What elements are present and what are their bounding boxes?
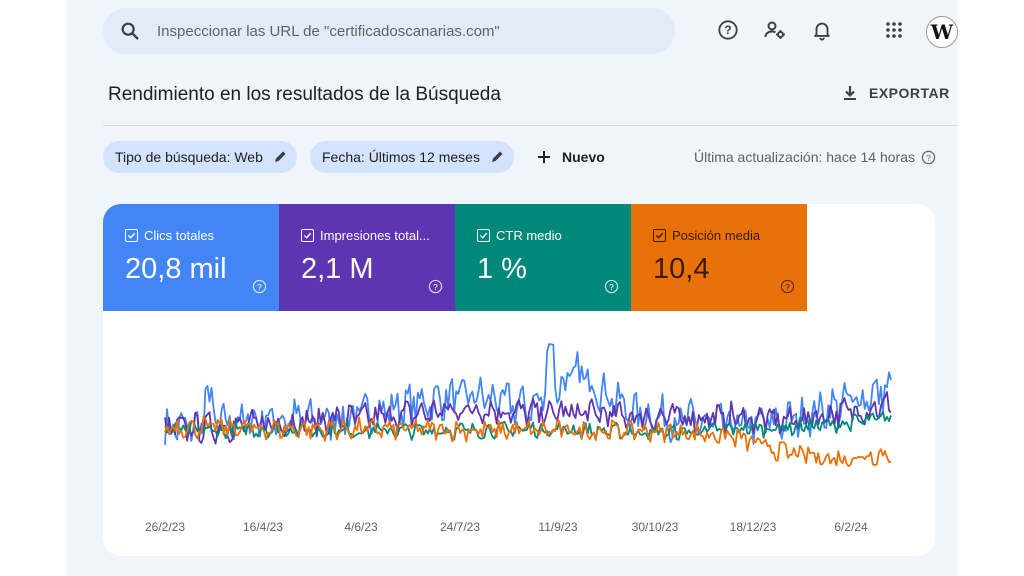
metric-label-text: Clics totales xyxy=(144,228,215,243)
manage-users-icon[interactable] xyxy=(763,18,787,42)
date-filter-label: Fecha: Últimos 12 meses xyxy=(322,149,480,165)
edit-icon xyxy=(491,151,503,162)
plus-icon xyxy=(538,151,550,163)
last-update-text: Última actualización: hace 14 horas xyxy=(694,149,916,165)
metric-value: 1 % xyxy=(477,253,527,285)
new-filter-button[interactable]: Nuevo xyxy=(536,141,605,173)
performance-chart: 26/2/23 16/4/23 4/6/23 24/7/23 11/9/23 30/10/… xyxy=(145,343,892,534)
apps-grid-icon[interactable] xyxy=(882,18,906,42)
metric-label: Clics totales xyxy=(125,228,279,243)
edit-icon xyxy=(274,151,286,162)
metric-value: 10,4 xyxy=(653,253,710,285)
url-inspection-search[interactable]: Inspeccionar las URL de "certificadoscan… xyxy=(103,8,675,54)
series-line-ctr-medio xyxy=(164,410,892,441)
svg-text:?: ? xyxy=(609,282,614,292)
x-tick-label: 4/6/23 xyxy=(344,520,378,534)
metric-label: Posición media xyxy=(653,228,807,243)
metric-value: 2,1 M xyxy=(301,253,374,285)
account-avatar[interactable]: W xyxy=(926,16,958,48)
new-filter-label: Nuevo xyxy=(562,149,605,165)
svg-text:?: ? xyxy=(785,282,790,292)
svg-text:?: ? xyxy=(257,282,262,292)
checkbox-icon[interactable] xyxy=(477,229,490,242)
metric-tile-clicks[interactable]: Clics totales 20,8 mil? xyxy=(103,204,279,311)
last-update-status: Última actualización: hace 14 horas ? xyxy=(694,149,936,165)
performance-card: Clics totales 20,8 mil? Impresiones total.… xyxy=(103,204,935,556)
x-tick-label: 6/2/24 xyxy=(834,520,868,534)
svg-text:?: ? xyxy=(433,282,438,292)
help-icon[interactable]: ? xyxy=(604,279,619,299)
x-tick-label: 30/10/23 xyxy=(632,520,679,534)
metric-value: 20,8 mil xyxy=(125,253,227,285)
divider xyxy=(103,125,958,126)
search-type-filter-label: Tipo de búsqueda: Web xyxy=(115,149,263,165)
page-title: Rendimiento en los resultados de la Búsq… xyxy=(108,84,501,105)
svg-text:?: ? xyxy=(926,152,931,162)
help-icon[interactable]: ? xyxy=(780,279,795,299)
help-icon[interactable]: ? xyxy=(428,279,443,299)
help-icon[interactable]: ? xyxy=(921,150,936,165)
checkbox-icon[interactable] xyxy=(301,229,314,242)
x-tick-label: 26/2/23 xyxy=(145,520,185,534)
metric-label-text: CTR medio xyxy=(496,228,562,243)
export-button[interactable]: EXPORTAR xyxy=(841,84,950,102)
svg-text:?: ? xyxy=(724,23,731,37)
checkbox-icon[interactable] xyxy=(653,229,666,242)
search-icon xyxy=(121,22,139,40)
metric-label-text: Impresiones total... xyxy=(320,228,430,243)
metric-label-text: Posición media xyxy=(672,228,761,243)
search-type-filter-chip[interactable]: Tipo de búsqueda: Web xyxy=(103,141,297,173)
export-label: EXPORTAR xyxy=(869,85,950,101)
x-tick-label: 11/9/23 xyxy=(538,520,577,534)
metric-label: Impresiones total... xyxy=(301,228,455,243)
search-input[interactable]: Inspeccionar las URL de "certificadoscan… xyxy=(157,22,500,40)
x-tick-label: 16/4/23 xyxy=(243,520,283,534)
metric-tile-position[interactable]: Posición media 10,4? xyxy=(631,204,807,311)
checkbox-icon[interactable] xyxy=(125,229,138,242)
metric-tile-ctr[interactable]: CTR medio 1 %? xyxy=(455,204,631,311)
help-icon[interactable]: ? xyxy=(716,18,740,42)
help-icon[interactable]: ? xyxy=(252,279,267,299)
bell-icon[interactable] xyxy=(810,18,834,42)
metric-tile-impressions[interactable]: Impresiones total... 2,1 M? xyxy=(279,204,455,311)
search-console-app: Inspeccionar las URL de "certificadoscan… xyxy=(66,0,958,576)
series-line-posici-n-media xyxy=(164,416,892,468)
x-tick-label: 24/7/23 xyxy=(440,520,480,534)
download-icon xyxy=(844,86,856,100)
date-filter-chip[interactable]: Fecha: Últimos 12 meses xyxy=(310,141,514,173)
x-tick-label: 18/12/23 xyxy=(730,520,777,534)
metric-label: CTR medio xyxy=(477,228,631,243)
